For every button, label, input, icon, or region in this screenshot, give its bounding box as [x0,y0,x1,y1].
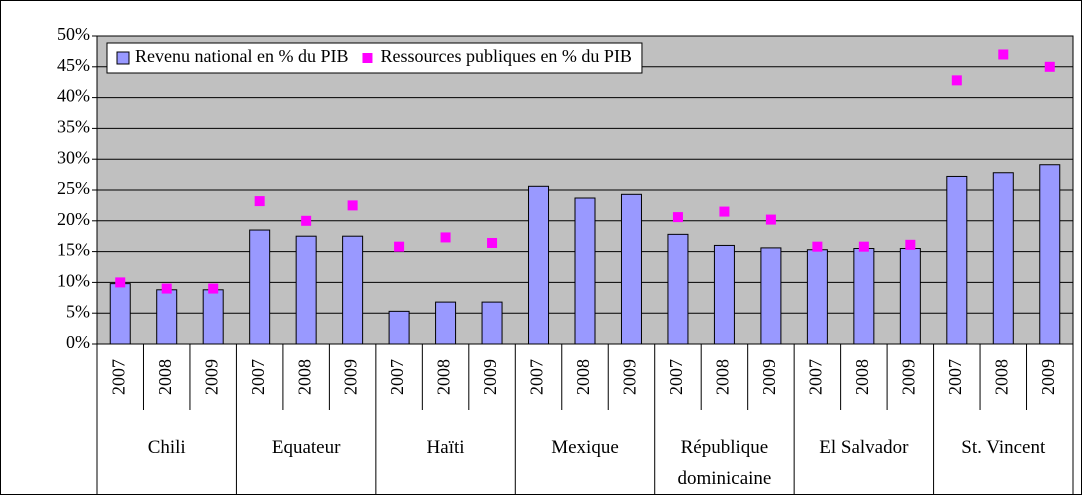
x-tick-label: 2007 [527,359,547,395]
y-tick-label: 20% [57,209,90,229]
x-tick-label: 2009 [341,359,361,395]
x-tick-label: 2009 [480,359,500,395]
marker [998,49,1009,60]
marker [161,283,172,294]
x-tick-label: 2008 [294,359,314,395]
bar [992,172,1014,345]
y-tick-label: 10% [57,271,90,291]
x-tick-label: 2009 [201,359,221,395]
bar [713,244,735,345]
marker [440,232,451,243]
bar [342,235,364,345]
marker [672,212,683,223]
x-tick-label: 2008 [852,359,872,395]
group-label: St. Vincent [961,437,1046,458]
y-tick-label: 50% [57,24,90,44]
y-tick-label: 45% [57,55,90,75]
group-label: Chili [147,437,186,458]
x-tick-label: 2009 [1038,359,1058,395]
legend-label: Revenu national en % du PIB [135,46,348,66]
x-tick-label: 2008 [155,359,175,395]
marker [1044,61,1055,72]
y-tick-label: 30% [57,147,90,167]
x-tick-label: 2007 [806,359,826,395]
group-label: Equateur [271,437,341,458]
y-tick-label: 0% [66,332,90,352]
x-tick-label: 2008 [573,359,593,395]
legend-swatch [116,51,130,65]
y-tick-label: 40% [57,86,90,106]
bar [156,289,178,345]
bar [853,248,875,345]
group-label: El Salvador [819,437,909,458]
bar [295,235,317,345]
marker [301,215,312,226]
bar [435,301,457,345]
bar [481,301,503,345]
bar [528,185,550,345]
x-tick-label: 2009 [759,359,779,395]
y-tick-label: 15% [57,240,90,260]
x-tick-label: 2007 [945,359,965,395]
bar [1039,164,1061,345]
marker [951,75,962,86]
marker [254,196,265,207]
marker [208,283,219,294]
marker [812,241,823,252]
x-tick-label: 2007 [387,359,407,395]
marker [487,237,498,248]
x-tick-label: 2009 [620,359,640,395]
group-label: Mexique [551,437,619,458]
bar [574,197,596,345]
marker [765,214,776,225]
x-tick-label: 2007 [666,359,686,395]
bar [620,193,642,345]
y-tick-label: 35% [57,117,90,137]
y-tick-label: 5% [66,301,90,321]
legend-label: Ressources publiques en % du PIB [380,46,631,66]
marker [347,200,358,211]
bar [806,249,828,345]
x-tick-label: 2008 [434,359,454,395]
marker [858,241,869,252]
bar [249,229,271,345]
bar [109,283,131,345]
marker [394,241,405,252]
marker [905,239,916,250]
bar [667,233,689,345]
marker [115,277,126,288]
y-tick-label: 25% [57,178,90,198]
x-tick-label: 2007 [248,359,268,395]
x-tick-label: 2007 [108,359,128,395]
legend [106,42,643,74]
x-tick-label: 2008 [991,359,1011,395]
bar [388,310,410,345]
bar [202,289,224,345]
bar [899,248,921,345]
group-label: Haïti [426,437,465,458]
group-label: République dominicaine [677,437,772,489]
x-tick-label: 2009 [898,359,918,395]
legend-swatch [362,53,373,63]
bar [946,175,968,345]
marker [719,206,730,217]
x-tick-label: 2008 [713,359,733,395]
bar [760,247,782,345]
